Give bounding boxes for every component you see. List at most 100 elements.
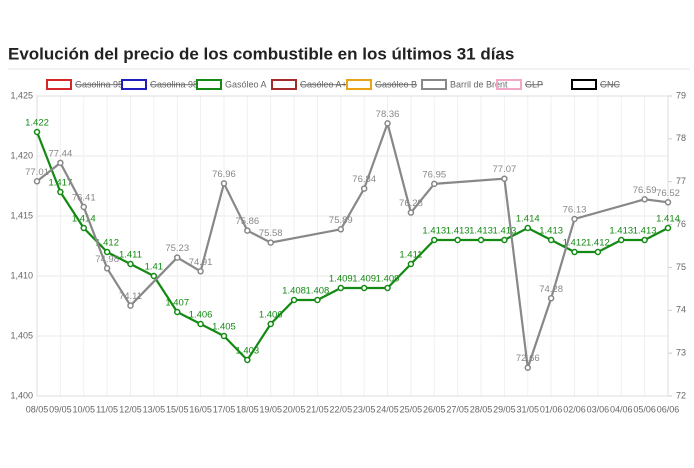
- data-label: 1.403: [235, 346, 259, 357]
- legend-label: Gasolina 95: [75, 79, 123, 89]
- point: [244, 227, 251, 234]
- data-label: 75.23: [165, 243, 189, 254]
- x-tick-label: 25/05: [400, 404, 423, 414]
- data-label: 1.413: [469, 226, 493, 237]
- point: [197, 320, 204, 328]
- point: [244, 356, 251, 364]
- data-label: 74.98: [95, 254, 119, 265]
- data-label: 76.96: [212, 169, 236, 180]
- point: [571, 215, 578, 223]
- x-tick-label: 02/06: [563, 404, 586, 414]
- legend-swatch: [196, 79, 222, 90]
- x-tick-label: 23/05: [353, 404, 376, 414]
- data-label: 72.66: [516, 353, 540, 364]
- x-tick-label: 26/05: [423, 404, 446, 414]
- data-label: 1.408: [282, 286, 306, 297]
- point: [547, 236, 555, 244]
- point: [290, 296, 298, 304]
- data-label: 1.413: [633, 226, 657, 237]
- x-tick-label: 06/06: [657, 404, 680, 414]
- point: [80, 203, 87, 211]
- data-label: 1.413: [609, 226, 633, 237]
- y-tick-label: 1,410: [10, 270, 33, 280]
- point: [360, 185, 368, 192]
- point: [267, 239, 274, 246]
- y2-tick-label: 79: [676, 90, 686, 100]
- legend-label: Gasóleo A+: [300, 79, 347, 89]
- point: [664, 224, 672, 232]
- legend-swatch: [46, 79, 72, 90]
- data-label: 78.36: [376, 109, 400, 120]
- x-tick-label: 24/05: [376, 404, 399, 414]
- legend-label: Gasolina 98: [150, 79, 198, 89]
- legend-swatch: [571, 79, 597, 90]
- point: [127, 302, 134, 309]
- data-label: 1.411: [399, 250, 422, 261]
- x-tick-label: 17/05: [213, 404, 236, 414]
- point: [384, 284, 391, 292]
- point: [477, 236, 485, 244]
- point: [80, 224, 87, 232]
- point: [220, 332, 228, 340]
- data-label: 1.417: [48, 178, 72, 189]
- legend-swatch: [421, 79, 447, 90]
- data-label: 74.91: [189, 257, 213, 268]
- x-tick-label: 18/05: [236, 404, 259, 414]
- data-label: 1.409: [329, 274, 353, 285]
- data-label: 76.13: [563, 205, 587, 216]
- data-label: 1.414: [72, 214, 96, 225]
- data-label: 1.406: [259, 310, 283, 321]
- x-tick-label: 16/05: [189, 404, 212, 414]
- data-label: 1.406: [189, 310, 213, 321]
- x-tick-label: 21/05: [306, 404, 329, 414]
- x-tick-label: 31/05: [517, 404, 540, 414]
- x-tick-label: 08/05: [26, 404, 49, 414]
- x-tick-label: 11/05: [96, 404, 118, 414]
- point: [33, 128, 41, 136]
- series-line: [35, 131, 669, 362]
- x-tick-label: 15/05: [166, 404, 189, 414]
- x-tick-label: 10/05: [72, 404, 95, 414]
- data-label: 74.11: [119, 291, 142, 302]
- legend-swatch: [496, 79, 522, 90]
- data-label: 1.414: [516, 214, 540, 225]
- data-label: 1.412: [95, 238, 119, 249]
- point: [407, 209, 415, 216]
- x-tick-label: 22/05: [330, 404, 353, 414]
- point: [127, 260, 134, 268]
- point: [407, 260, 415, 268]
- point: [150, 272, 158, 280]
- y2-tick-label: 72: [676, 390, 686, 400]
- x-tick-label: 29/05: [493, 404, 516, 414]
- point: [220, 180, 228, 187]
- x-tick-label: 09/05: [49, 404, 72, 414]
- data-label: 1.414: [656, 214, 680, 225]
- data-label: 76.28: [399, 198, 423, 209]
- x-tick-label: 13/05: [143, 404, 166, 414]
- point: [501, 175, 508, 182]
- point: [431, 180, 438, 188]
- legend-label: Barril de Brent: [450, 79, 508, 89]
- point: [384, 120, 391, 127]
- plot-border: [36, 95, 669, 397]
- legend-swatch: [346, 79, 372, 90]
- data-label: 1.411: [119, 250, 142, 261]
- data-label: 1.413: [493, 226, 517, 237]
- chart-title: Evolución del precio de los combustible …: [8, 44, 514, 63]
- point: [173, 308, 181, 316]
- data-label: 1.413: [422, 226, 446, 237]
- point: [103, 248, 111, 256]
- data-label: 1.412: [586, 238, 610, 249]
- data-label: 75.89: [329, 215, 353, 226]
- data-label: 77.44: [48, 148, 72, 159]
- point: [664, 199, 672, 206]
- y2-tick-label: 76: [676, 219, 686, 229]
- x-tick-label: 20/05: [283, 404, 306, 414]
- x-tick-label: 03/06: [587, 404, 610, 414]
- legend-label: Gasóleo A: [225, 79, 267, 89]
- data-label: 1.408: [306, 286, 330, 297]
- y2-tick-label: 78: [676, 133, 686, 143]
- legend-label: Gasóleo B: [375, 79, 417, 89]
- point: [618, 236, 625, 244]
